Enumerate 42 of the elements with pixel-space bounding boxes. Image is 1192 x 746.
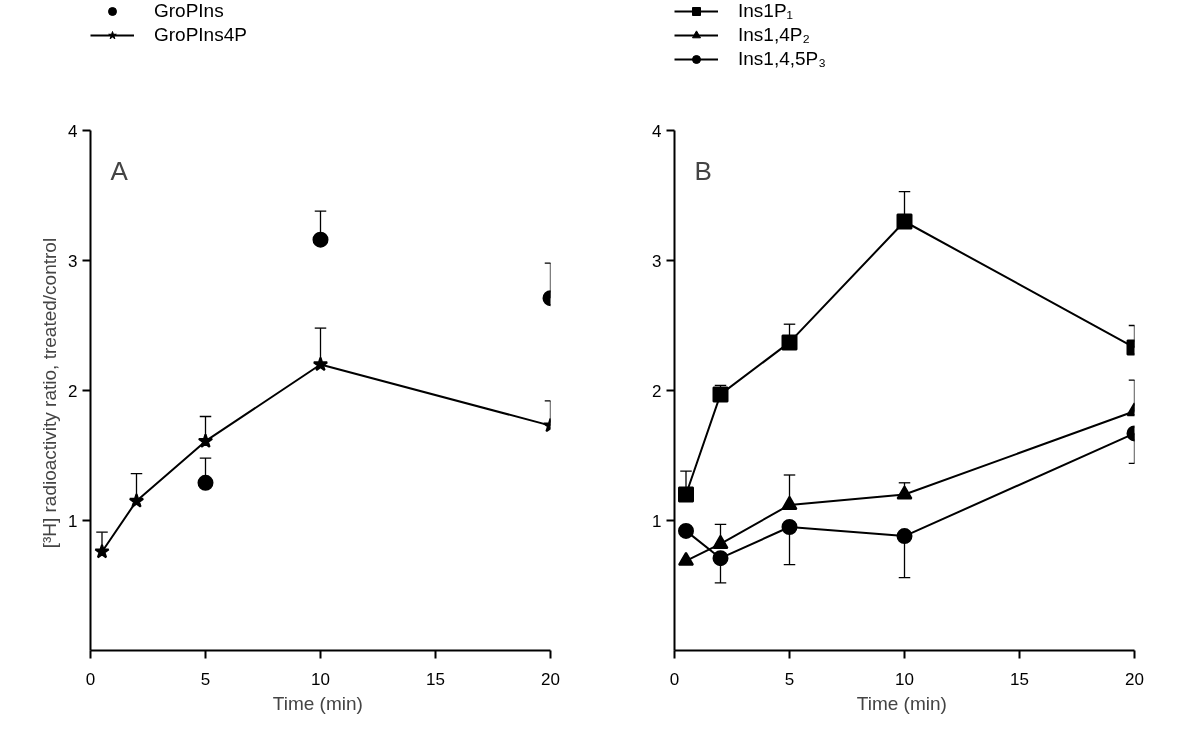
annotation: A: [110, 155, 129, 186]
annotation: B: [694, 155, 712, 186]
legend-label: Ins1,4P₂: [738, 24, 810, 46]
x-tick-label: 20: [1125, 669, 1144, 689]
x-axis-title: Time (min): [272, 692, 363, 714]
y-tick-label: 2: [652, 381, 662, 401]
y-tick-label: 1: [68, 511, 78, 531]
y-tick-label: 4: [652, 121, 662, 141]
point: [712, 550, 729, 567]
point: [128, 493, 145, 508]
y-tick-label: 3: [68, 251, 78, 271]
legend-label: GroPIns: [154, 0, 224, 22]
legend-label: Ins1P₁: [738, 0, 793, 22]
point: [896, 213, 913, 230]
x-tick-label: 10: [895, 669, 914, 689]
point: [712, 386, 729, 403]
point: [781, 334, 798, 351]
x-tick-label: 0: [669, 669, 680, 689]
x-tick-label: 15: [1010, 669, 1029, 689]
point: [896, 528, 913, 545]
legend-label: Ins1,4,5P₃: [738, 48, 827, 70]
x-axis-title: Time (min): [856, 692, 947, 714]
y-tick-label: 4: [68, 121, 78, 141]
legend-label: GroPIns4P: [154, 24, 247, 46]
point: [94, 543, 110, 559]
y-tick-label: 1: [652, 511, 662, 531]
point: [197, 474, 214, 491]
x-tick-label: 0: [85, 669, 96, 689]
point: [312, 231, 329, 248]
x-tick-label: 15: [426, 669, 445, 689]
y-tick-label: 2: [68, 381, 78, 401]
x-tick-label: 20: [541, 669, 560, 689]
x-tick-label: 10: [311, 669, 330, 689]
point: [197, 433, 214, 448]
x-tick-label: 5: [784, 669, 795, 689]
y-tick-label: 3: [652, 251, 662, 271]
point: [678, 486, 694, 503]
y-axis-title: [³H] radioactivity ratio, treated/control: [39, 237, 61, 549]
point: [312, 356, 329, 372]
point: [678, 522, 694, 539]
x-tick-label: 5: [200, 669, 211, 689]
point: [781, 519, 798, 535]
